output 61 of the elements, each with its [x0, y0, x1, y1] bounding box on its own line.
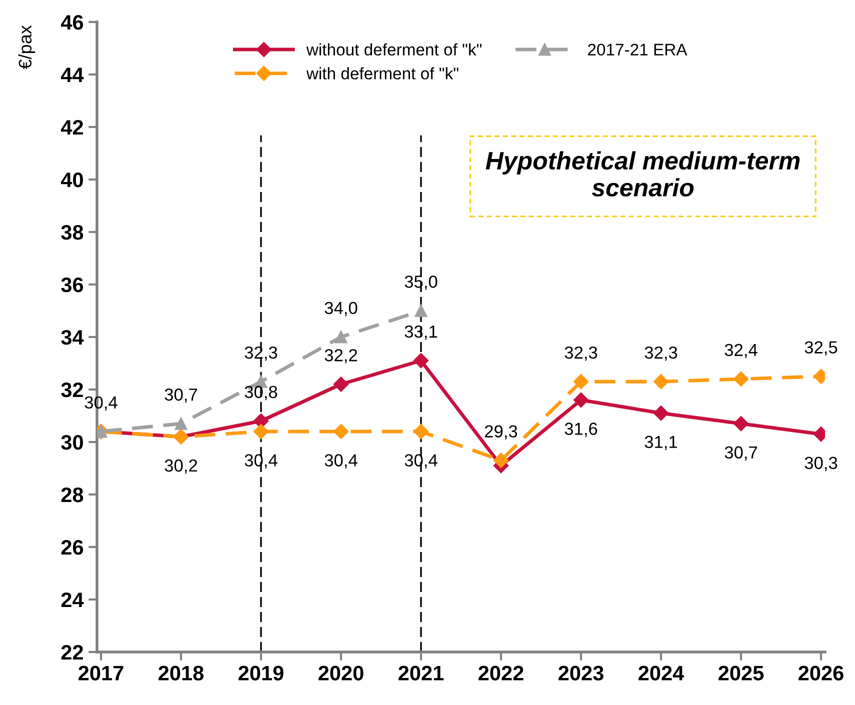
point: [413, 424, 429, 440]
data-label: 35,0: [404, 276, 438, 290]
point: [333, 424, 349, 440]
y-axis-title: €/pax: [18, 25, 36, 70]
point: [333, 376, 349, 392]
data-label: 30,4: [324, 454, 358, 469]
point: [573, 392, 589, 408]
y-tick-label: 42: [60, 120, 83, 135]
y-tick-label: 24: [61, 592, 84, 608]
point: [573, 374, 589, 390]
point: [334, 330, 348, 344]
data-label: 30,4: [244, 454, 278, 469]
x-tick-label: 2026: [798, 666, 844, 680]
data-label: 32,3: [644, 346, 678, 361]
data-label: 30,7: [724, 446, 758, 461]
data-label: 32,3: [564, 346, 598, 361]
y-tick-label: 32: [61, 382, 83, 398]
point: [653, 374, 669, 390]
x-tick-label: 2017: [78, 666, 124, 680]
x-tick-label: 2022: [478, 666, 524, 680]
point: [253, 424, 269, 440]
y-tick-label: 26: [61, 540, 84, 555]
y-tick-label: 38: [61, 225, 84, 240]
y-tick-label: 28: [61, 488, 84, 502]
legend-label: 2017-21 ERA: [588, 44, 688, 56]
data-label: 30,3: [804, 456, 838, 472]
data-label: 32,5: [804, 341, 838, 356]
data-label: 30,2: [164, 459, 198, 474]
y-tick-label: 36: [61, 278, 84, 292]
y-tick-label: 22: [61, 645, 83, 660]
x-tick-label: 2019: [238, 666, 284, 680]
point: [733, 371, 749, 387]
x-tick-label: 2024: [638, 666, 684, 680]
point: [653, 406, 669, 421]
data-label: 29,3: [484, 425, 518, 440]
point: [414, 304, 428, 317]
x-tick-label: 2025: [718, 666, 764, 680]
data-label: 31,6: [564, 422, 598, 438]
data-label: 30,4: [84, 396, 118, 411]
y-tick-label: 40: [60, 172, 83, 188]
data-label: 30,7: [164, 388, 198, 403]
point: [733, 416, 749, 432]
x-tick-label: 2020: [318, 666, 364, 680]
x-tick-label: 2018: [158, 666, 204, 680]
y-tick-label: 30: [61, 435, 83, 450]
y-tick-label: 44: [60, 68, 84, 82]
legend-label: without deferment of "k": [306, 43, 482, 56]
data-label: 32,2: [324, 349, 358, 364]
legend-label: with deferment of "k": [306, 67, 458, 80]
y-tick-label: 34: [61, 330, 84, 345]
point: [493, 452, 509, 468]
data-label: 31,1: [644, 436, 678, 450]
point: [413, 353, 429, 368]
data-label: 34,0: [324, 302, 358, 316]
annotation: Hypothetical medium-term scenario: [486, 151, 800, 197]
data-label: 32,4: [724, 344, 758, 358]
point: [174, 417, 188, 430]
x-tick-label: 2021: [398, 666, 444, 680]
data-label: 30,4: [404, 454, 438, 469]
x-tick-label: 2023: [558, 666, 604, 681]
y-tick-label: 46: [60, 15, 84, 30]
